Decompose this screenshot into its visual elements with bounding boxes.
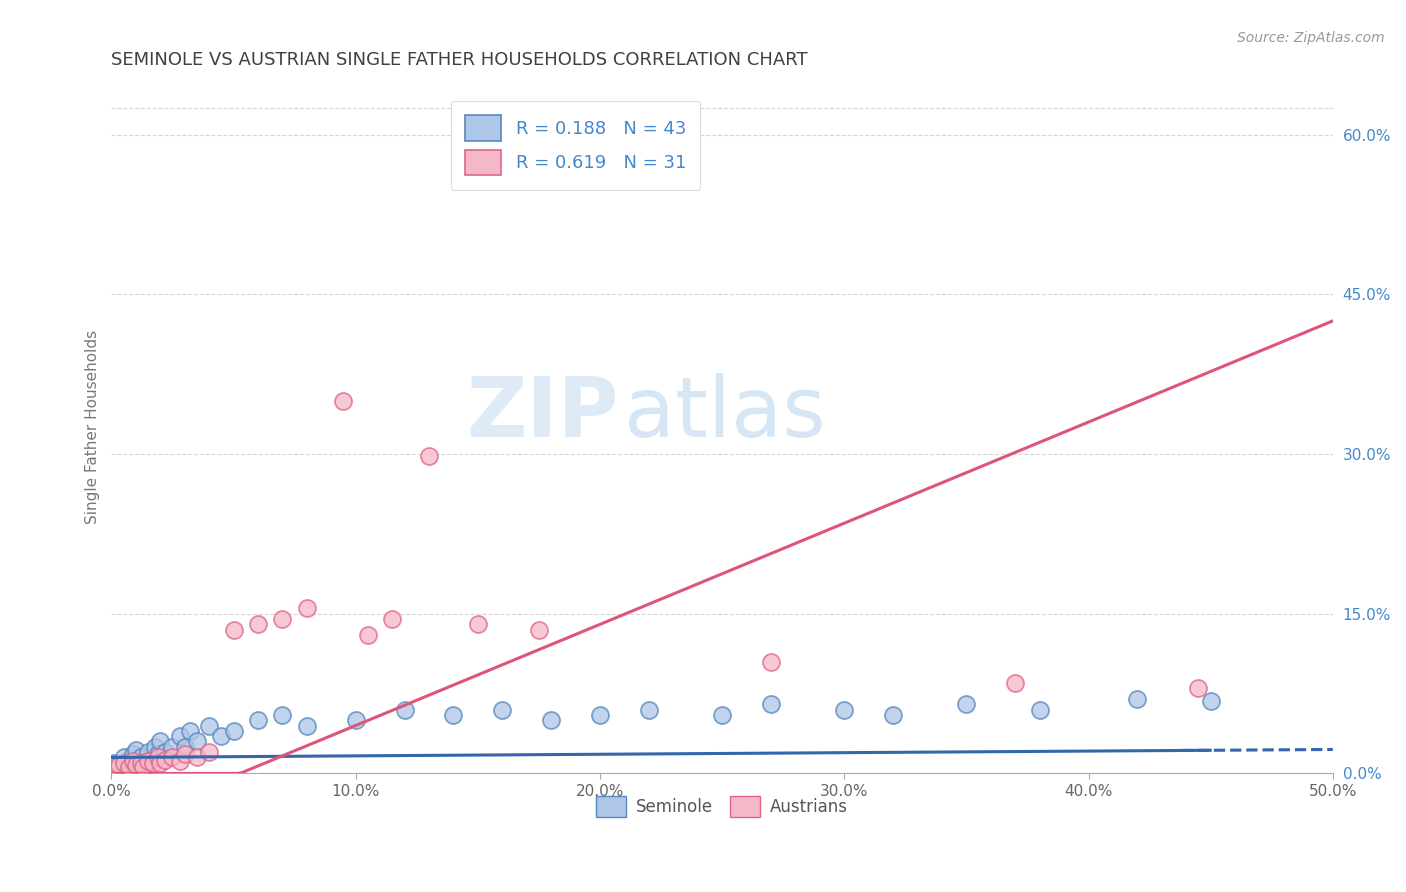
Point [103,756,125,770]
Point [112,756,135,770]
Point [173,747,195,762]
Point [467,617,489,632]
Point [122,754,145,768]
Point [527,623,550,637]
Point [1028,702,1050,716]
Point [186,734,208,748]
Point [132,760,155,774]
Point [179,723,201,738]
Point [120,761,142,775]
Legend: Seminole, Austrians: Seminole, Austrians [589,789,855,824]
Point [759,655,782,669]
Point [246,713,269,727]
Point [117,760,139,774]
Point [198,718,221,732]
Text: Source: ZipAtlas.com: Source: ZipAtlas.com [1237,31,1385,45]
Text: ZIP: ZIP [465,373,619,454]
Point [135,758,157,772]
Point [129,756,152,770]
Point [115,758,138,772]
Point [149,734,172,748]
Point [491,702,513,716]
Point [637,702,659,716]
Point [394,702,416,716]
Point [162,750,184,764]
Point [173,739,195,754]
Point [153,745,176,759]
Point [381,612,404,626]
Point [1004,676,1026,690]
Point [107,761,129,775]
Point [357,628,380,642]
Point [127,756,149,770]
Point [295,718,318,732]
Point [271,612,294,626]
Point [142,756,165,770]
Point [759,697,782,711]
Point [222,723,245,738]
Point [295,601,318,615]
Point [169,754,191,768]
Point [418,449,440,463]
Point [1187,681,1209,696]
Point [146,750,169,764]
Point [112,750,135,764]
Point [832,702,855,716]
Point [145,739,167,754]
Point [149,756,172,770]
Point [169,729,191,743]
Point [153,753,176,767]
Point [711,707,734,722]
Text: SEMINOLE VS AUSTRIAN SINGLE FATHER HOUSEHOLDS CORRELATION CHART: SEMINOLE VS AUSTRIAN SINGLE FATHER HOUSE… [111,51,808,69]
Point [146,747,169,762]
Point [139,754,162,768]
Point [136,745,159,759]
Point [122,747,145,762]
Point [186,750,208,764]
Point [117,754,139,768]
Point [955,697,977,711]
Point [1199,694,1222,708]
Text: atlas: atlas [624,373,827,454]
Y-axis label: Single Father Households: Single Father Households [86,330,100,524]
Point [1126,692,1149,706]
Point [540,713,562,727]
Point [441,707,464,722]
Point [162,739,184,754]
Point [332,393,354,408]
Point [882,707,904,722]
Point [589,707,612,722]
Point [271,707,294,722]
Point [222,623,245,637]
Point [344,713,367,727]
Point [125,758,148,772]
Point [246,617,269,632]
Point [129,750,152,764]
Point [125,743,148,757]
Point [107,758,129,772]
Point [198,745,221,759]
Point [209,729,232,743]
Point [103,761,125,775]
Point [136,754,159,768]
